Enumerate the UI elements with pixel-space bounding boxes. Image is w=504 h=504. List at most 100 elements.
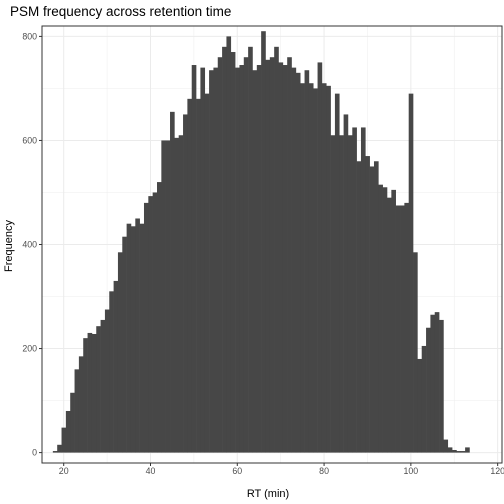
histogram-bar: [204, 93, 210, 453]
histogram-bar: [61, 427, 67, 453]
histogram-bar: [326, 85, 331, 453]
histogram-bar: [78, 356, 84, 453]
histogram-bar: [352, 127, 357, 453]
axes: 20 40 60 80 100 120 0 200 400 600 800: [22, 31, 504, 476]
histogram-bar: [200, 67, 206, 453]
histogram-bar: [139, 223, 145, 453]
histogram-bar: [439, 319, 444, 453]
histogram-bar: [165, 140, 171, 453]
histogram-bar: [91, 333, 97, 453]
histogram-bar: [178, 135, 184, 453]
histogram-bar: [426, 327, 431, 453]
histogram-bar: [460, 451, 466, 453]
histogram-bar: [382, 187, 388, 453]
histogram-bar: [465, 447, 470, 453]
histogram-bar: [456, 451, 462, 453]
histogram-bar: [174, 137, 179, 453]
histogram-bar: [213, 67, 219, 453]
histogram-bar: [130, 226, 136, 453]
histogram-bar: [378, 184, 383, 453]
histogram-bar: [274, 46, 279, 453]
histogram-bar: [256, 65, 262, 453]
histogram-bar: [452, 449, 457, 453]
histogram-bar: [278, 62, 284, 453]
histogram-bar: [400, 205, 405, 453]
histogram-bar: [157, 182, 162, 453]
histogram-bar: [222, 46, 227, 453]
histogram-bar: [330, 135, 336, 453]
y-tick-label: 200: [22, 344, 37, 354]
histogram-bar: [269, 57, 275, 453]
histogram-bar: [87, 332, 93, 453]
histogram-bar: [339, 135, 344, 453]
histogram-bar: [413, 252, 418, 453]
histogram-bar: [83, 338, 88, 453]
histogram-bar: [243, 57, 249, 453]
histogram-bar: [235, 67, 240, 453]
histogram-bar: [313, 88, 318, 453]
histogram-bar: [152, 192, 158, 453]
histogram-bar: [191, 65, 197, 453]
x-tick-label: 40: [146, 466, 156, 476]
x-tick-label: 120: [490, 466, 504, 476]
histogram-bar: [321, 83, 327, 453]
histogram-bar: [161, 140, 166, 453]
histogram-bar: [447, 447, 453, 453]
y-tick-label: 0: [32, 448, 37, 458]
histogram-bar: [187, 98, 193, 453]
histogram-bar: [230, 52, 236, 453]
histogram-bar: [261, 31, 266, 453]
histogram-bar: [369, 166, 375, 453]
y-tick-label: 600: [22, 135, 37, 145]
histogram-bar: [365, 156, 370, 453]
histogram-bar: [430, 314, 436, 453]
histogram-bar: [70, 392, 75, 453]
histogram-bar: [239, 65, 245, 453]
histogram-bar: [252, 70, 258, 453]
y-tick-label: 400: [22, 240, 37, 250]
x-tick-label: 60: [232, 466, 242, 476]
histogram-bar: [226, 36, 232, 453]
histogram-bar: [265, 59, 271, 453]
histogram-bar: [334, 93, 340, 453]
y-axis-title: Frequency: [3, 220, 15, 272]
histogram-bar: [113, 280, 119, 453]
histogram-bar: [408, 93, 414, 453]
histogram-bar: [135, 218, 140, 453]
histogram-bar: [395, 205, 401, 453]
x-axis-title: RT (min): [247, 488, 289, 500]
x-tick-label: 20: [59, 466, 69, 476]
histogram-bar: [96, 326, 101, 453]
histogram-bar: [170, 111, 175, 453]
histogram-bar: [360, 127, 366, 453]
histogram-bar: [387, 197, 392, 453]
x-tick-label: 80: [319, 466, 329, 476]
histogram-bar: [143, 202, 149, 453]
histogram-bar: [317, 62, 323, 453]
histogram-bar: [122, 236, 127, 453]
histogram-bar: [65, 410, 71, 453]
histogram-bar: [196, 98, 201, 453]
histogram-bar: [347, 135, 353, 453]
histogram-bar: [126, 223, 132, 453]
histogram-bar: [287, 57, 292, 453]
histogram-bar: [148, 196, 153, 453]
histogram-bar: [291, 67, 297, 453]
y-tick-label: 800: [22, 31, 37, 41]
histogram-bar: [308, 83, 314, 453]
histogram-bar: [421, 345, 427, 453]
histogram-bar: [417, 358, 423, 453]
histogram-bar: [443, 439, 449, 453]
histogram-bar: [343, 114, 349, 453]
histogram-bar: [57, 444, 62, 453]
bars: [52, 31, 470, 453]
x-tick-label: 100: [404, 466, 419, 476]
histogram-bar: [295, 72, 301, 453]
histogram-bar: [52, 451, 58, 453]
histogram-bar: [248, 46, 253, 453]
histogram-bar: [209, 70, 214, 453]
histogram-bar: [391, 189, 396, 453]
histogram-bar: [300, 83, 305, 453]
histogram-bar: [282, 65, 288, 453]
